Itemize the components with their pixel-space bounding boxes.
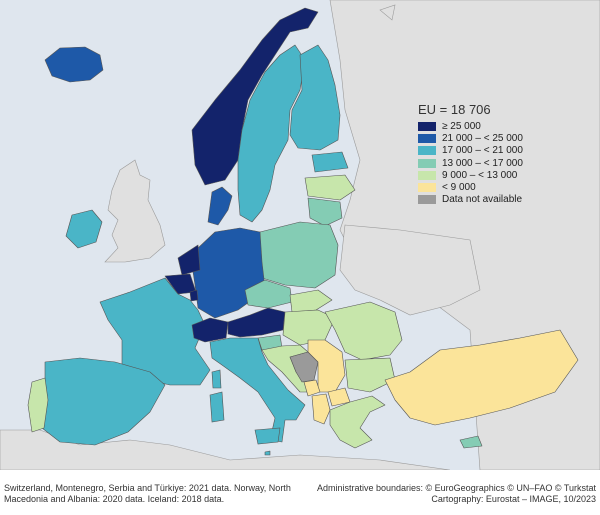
legend-swatch xyxy=(418,133,436,143)
legend-title: EU = 18 706 xyxy=(418,102,491,117)
country-spain[interactable] xyxy=(41,357,166,446)
country-turkiye[interactable] xyxy=(384,329,579,426)
svalbard-arctic-land xyxy=(379,4,396,21)
country-latvia[interactable] xyxy=(304,174,356,201)
legend-items: ≥ 25 000 21 000 – < 25 000 17 000 – < 21 0… xyxy=(418,120,523,206)
legend-label: 9 000 – < 13 000 xyxy=(442,169,518,181)
legend-label: < 9 000 xyxy=(442,182,476,194)
legend-item: 13 000 – < 17 000 xyxy=(418,157,523,169)
country-romania[interactable] xyxy=(324,301,403,361)
islands xyxy=(209,369,281,445)
country-estonia[interactable] xyxy=(311,151,349,173)
map-legend: EU = 18 706 ≥ 25 000 21 000 – < 25 000 17 … xyxy=(418,102,523,206)
country-luxembourg[interactable] xyxy=(189,289,199,302)
island-sicily xyxy=(254,427,281,445)
country-slovakia[interactable] xyxy=(289,289,333,313)
legend-item: 9 000 – < 13 000 xyxy=(418,169,523,181)
country-ireland[interactable] xyxy=(65,209,103,249)
country-montenegro[interactable] xyxy=(303,379,321,397)
legend-swatch xyxy=(418,195,436,205)
ukraine-belarus-land xyxy=(339,224,481,316)
legend-swatch xyxy=(418,158,436,168)
legend-item: 17 000 – < 21 000 xyxy=(418,145,523,157)
country-netherlands[interactable] xyxy=(177,244,201,276)
island-corsica xyxy=(211,369,222,389)
country-sweden[interactable] xyxy=(237,44,306,223)
legend-swatch xyxy=(418,183,436,193)
country-albania[interactable] xyxy=(311,393,331,425)
country-switzerland[interactable] xyxy=(191,317,229,343)
country-lithuania[interactable] xyxy=(307,197,343,227)
country-poland[interactable] xyxy=(257,221,339,289)
legend-label: 13 000 – < 17 000 xyxy=(442,157,523,169)
country-italy[interactable] xyxy=(209,337,306,443)
legend-item: < 9 000 xyxy=(418,181,523,193)
country-cyprus[interactable] xyxy=(459,435,483,449)
legend-label: 21 000 – < 25 000 xyxy=(442,132,523,144)
europe-map xyxy=(0,0,600,470)
island-sardinia xyxy=(209,391,225,423)
footnote-data-years: Switzerland, Montenegro, Serbia and Türk… xyxy=(4,483,291,504)
country-malta[interactable] xyxy=(264,450,271,456)
legend-label: 17 000 – < 21 000 xyxy=(442,145,523,157)
country-france[interactable] xyxy=(99,277,211,386)
north-africa-land xyxy=(0,429,451,470)
country-norway[interactable] xyxy=(191,7,319,186)
legend-item: ≥ 25 000 xyxy=(418,120,523,132)
legend-swatch xyxy=(418,170,436,180)
footnote-credits: Administrative boundaries: © EuroGeograp… xyxy=(316,483,596,504)
legend-item: 21 000 – < 25 000 xyxy=(418,132,523,144)
country-finland[interactable] xyxy=(289,44,341,151)
legend-item: Data not available xyxy=(418,194,523,206)
country-austria[interactable] xyxy=(227,307,286,338)
country-greece[interactable] xyxy=(329,395,386,449)
uk-land xyxy=(104,159,166,263)
country-bulgaria[interactable] xyxy=(344,357,396,393)
legend-label: ≥ 25 000 xyxy=(442,120,481,132)
legend-swatch xyxy=(418,121,436,131)
legend-label: Data not available xyxy=(442,194,523,206)
country-iceland[interactable] xyxy=(44,46,104,83)
countries xyxy=(27,7,579,456)
country-portugal[interactable] xyxy=(27,377,49,433)
legend-swatch xyxy=(418,146,436,156)
country-denmark[interactable] xyxy=(207,186,233,226)
